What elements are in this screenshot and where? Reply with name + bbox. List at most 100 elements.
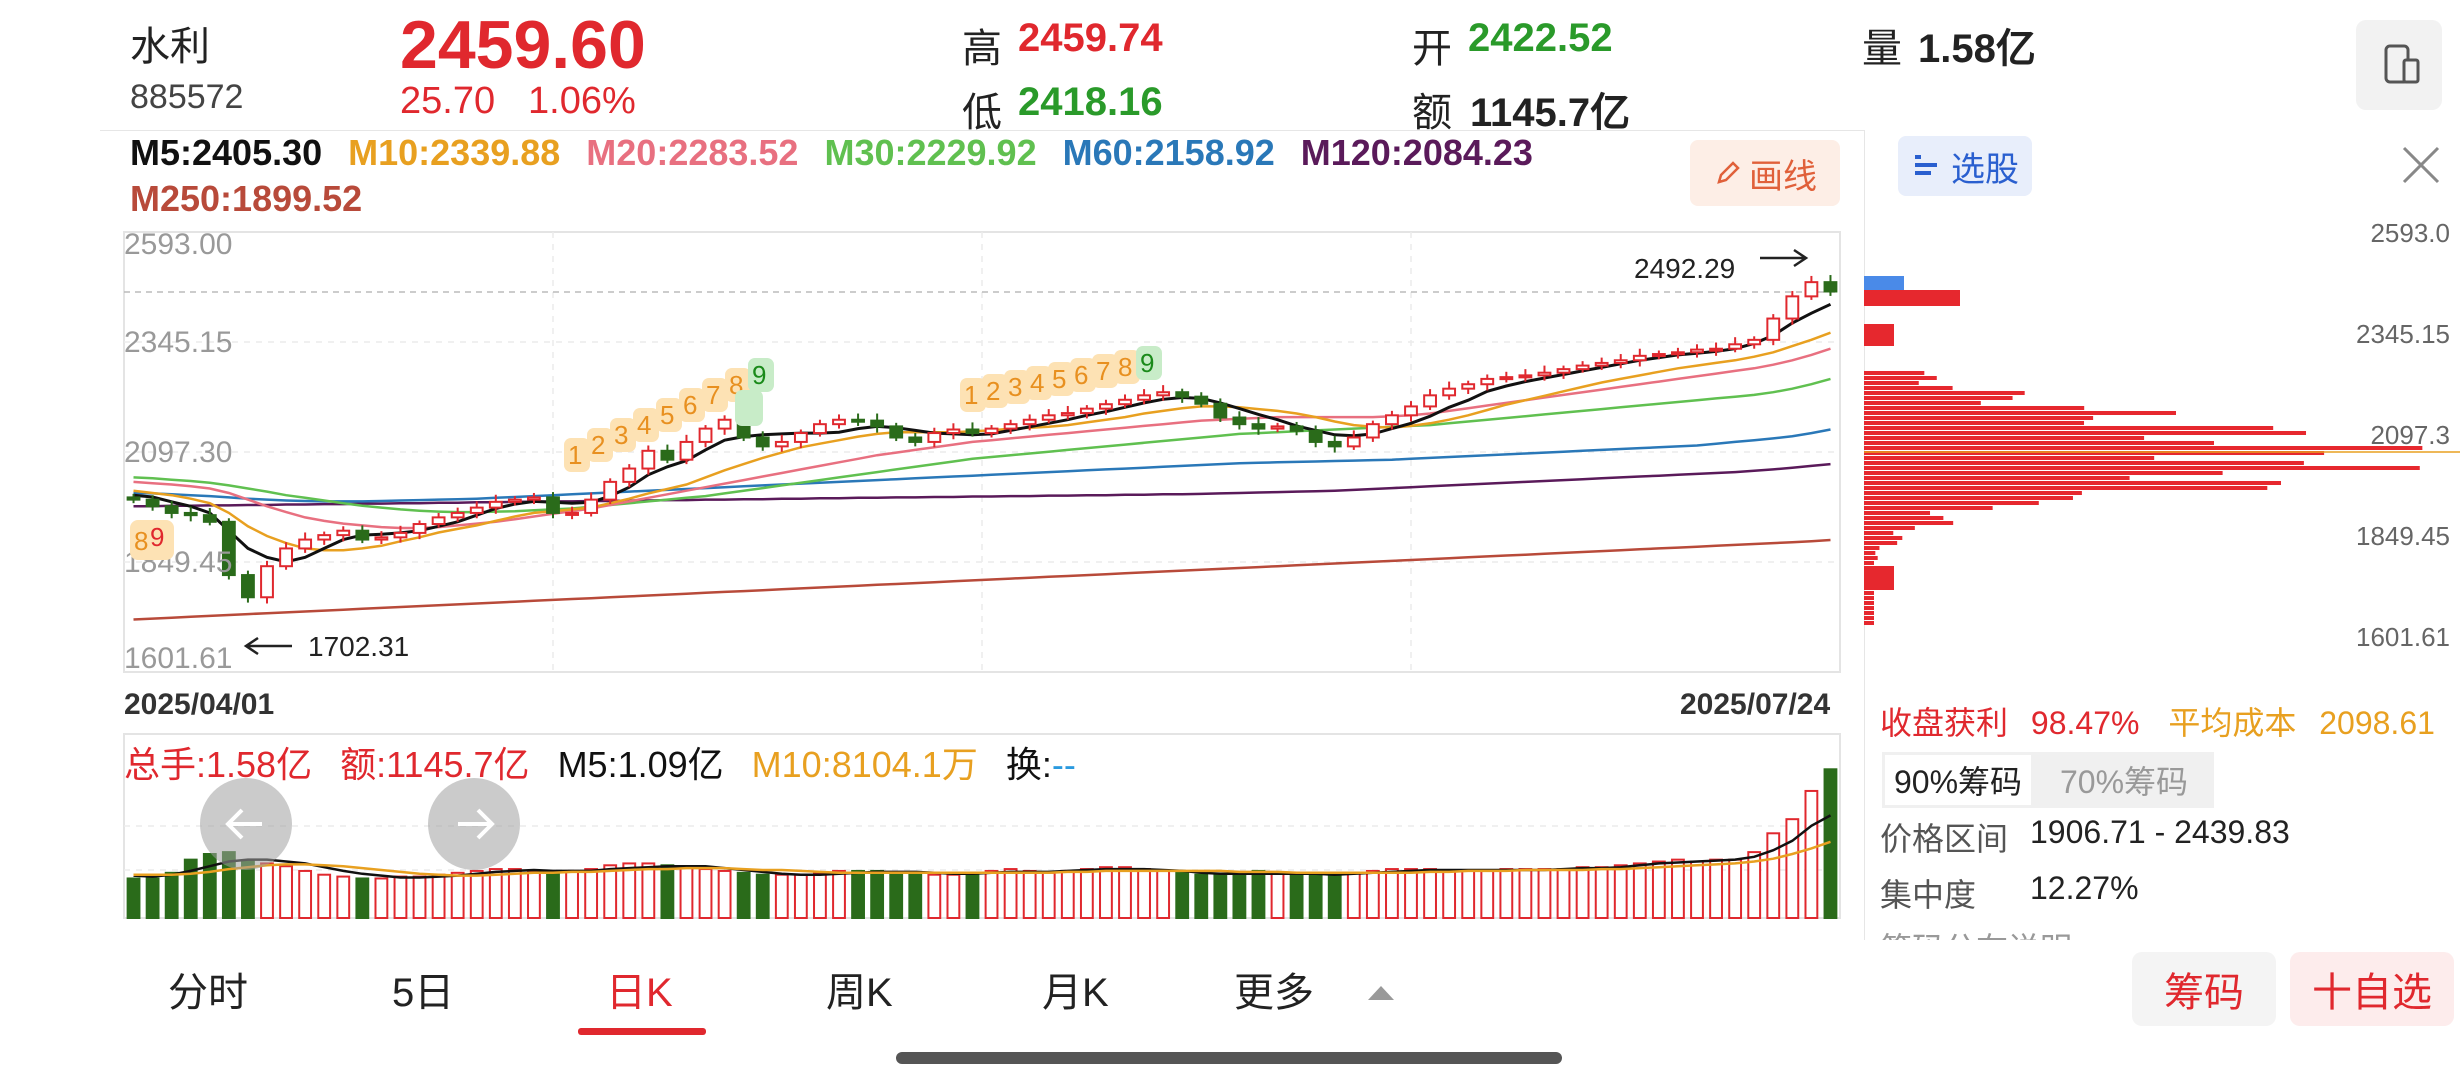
volume-bar: [1804, 789, 1819, 919]
active-tab-indicator: [578, 1028, 706, 1035]
td-seq-number: 2: [986, 376, 1000, 406]
seg-90-button[interactable]: 90%筹码: [1882, 752, 2034, 808]
volume-bar: [260, 862, 274, 919]
ma120-label: M120:2084.23: [1300, 132, 1533, 173]
chips-button[interactable]: 筹码: [2132, 952, 2276, 1026]
chip-bar: [1864, 476, 2130, 480]
chip-bar: [1864, 536, 1903, 540]
td-mark: 8: [134, 526, 148, 556]
tab-monthly-k[interactable]: 月K: [1042, 971, 1109, 1015]
amount-value: 1145.7亿: [1470, 91, 1631, 135]
td-seq-number: 3: [1008, 372, 1022, 402]
candle: [488, 494, 503, 514]
chip-desc-link[interactable]: 筹码分布说明: [1880, 922, 2072, 940]
candle: [698, 425, 713, 448]
tab-daily-k[interactable]: 日K: [606, 971, 673, 1015]
profit-label: 收盘获利: [1880, 705, 2009, 741]
candle: [393, 525, 408, 543]
volume-bar: [1709, 858, 1723, 919]
candle: [507, 496, 522, 506]
candle: [1442, 381, 1457, 400]
caret-up-icon[interactable]: [1366, 982, 1396, 1002]
tab-weekly-k[interactable]: 周K: [826, 971, 893, 1015]
volume-bar: [546, 871, 560, 920]
scroll-right-button[interactable]: [428, 778, 520, 870]
candle: [546, 492, 560, 519]
stock-pick-label: 选股: [1951, 150, 2019, 189]
td-seq-number: 1: [568, 440, 582, 470]
candle: [1632, 348, 1647, 367]
draw-line-button[interactable]: 画线: [1690, 140, 1840, 206]
chip-bar: [1864, 290, 1960, 306]
chip-bar: [1864, 401, 1981, 405]
chip-bar: [1864, 406, 2085, 410]
volume-bar: [717, 869, 732, 919]
volume-bar: [1079, 868, 1094, 920]
add-watchlist-button[interactable]: 十自选: [2290, 952, 2454, 1026]
volume-bar: [1041, 871, 1056, 920]
candle: [412, 520, 427, 540]
volume-bar: [202, 853, 217, 919]
chip-y-tick: 1601.61: [2356, 622, 2450, 652]
volume-bar: [336, 875, 351, 920]
volume-bar: [1556, 868, 1571, 920]
candle: [164, 500, 179, 519]
period-tabbar: 分时 5日 日K 周K 月K 更多: [0, 940, 2460, 1050]
chip-bar: [1864, 566, 1894, 590]
home-indicator: [896, 1052, 1562, 1064]
candle: [260, 560, 274, 604]
volume-bar: [1747, 851, 1762, 920]
tab-5day[interactable]: 5日: [392, 971, 455, 1015]
volume-bar: [679, 866, 694, 919]
stock-pick-button[interactable]: 选股: [1898, 136, 2032, 196]
candle: [1404, 401, 1418, 422]
candle: [1079, 405, 1094, 419]
chip-bar: [1864, 531, 1894, 535]
ma30-label: M30:2229.92: [824, 132, 1037, 173]
volume-bar: [565, 869, 579, 919]
candle: [1651, 350, 1666, 360]
scroll-left-button[interactable]: [200, 778, 292, 870]
seg-70-button[interactable]: 70%筹码: [2034, 752, 2214, 808]
tab-intraday[interactable]: 分时: [168, 971, 248, 1015]
chip-bar: [1864, 371, 1925, 375]
tab-more[interactable]: 更多: [1234, 971, 1314, 1015]
landscape-toggle-button[interactable]: [2356, 20, 2442, 110]
candle: [1671, 347, 1685, 359]
min-arrow: [243, 636, 292, 656]
candle: [984, 425, 999, 438]
candle: [1823, 275, 1838, 296]
candle: [1804, 275, 1819, 300]
chip-bar: [1864, 541, 1898, 545]
volume-bar: [603, 864, 618, 920]
volume-bar: [1480, 869, 1495, 919]
chip-bar: [1864, 381, 1919, 385]
profit-row: 收盘获利 98.47% 平均成本 2098.61: [1880, 698, 2435, 744]
volume-bar: [1651, 860, 1666, 920]
volume-bar: [851, 869, 865, 919]
y-tick-label: 1601.61: [124, 642, 232, 675]
candle: [1423, 389, 1437, 410]
chip-y-tick: 2593.0: [2370, 218, 2450, 248]
candle: [298, 532, 313, 553]
volume-bar: [279, 865, 293, 919]
candle: [1461, 380, 1476, 394]
candle: [1365, 420, 1380, 442]
td-seq-number: 8: [1118, 352, 1132, 382]
candle: [889, 422, 904, 442]
candle: [1747, 336, 1762, 349]
max-price-label: 2492.29: [1634, 253, 1735, 284]
candle: [1232, 411, 1247, 430]
volume-bar: [1270, 871, 1285, 920]
x-start-date: 2025/04/01: [124, 688, 275, 721]
td-seq-badge: [587, 428, 613, 462]
candle: [660, 444, 675, 464]
volume-bar: [832, 869, 846, 919]
y-tick-label: 2593.00: [124, 228, 232, 261]
turnover-value: --: [1051, 744, 1076, 785]
close-icon[interactable]: [2396, 140, 2446, 190]
td-seq-number: 9: [1140, 348, 1154, 378]
td-seq-number: 7: [706, 380, 720, 410]
volume-bar: [1118, 866, 1132, 919]
